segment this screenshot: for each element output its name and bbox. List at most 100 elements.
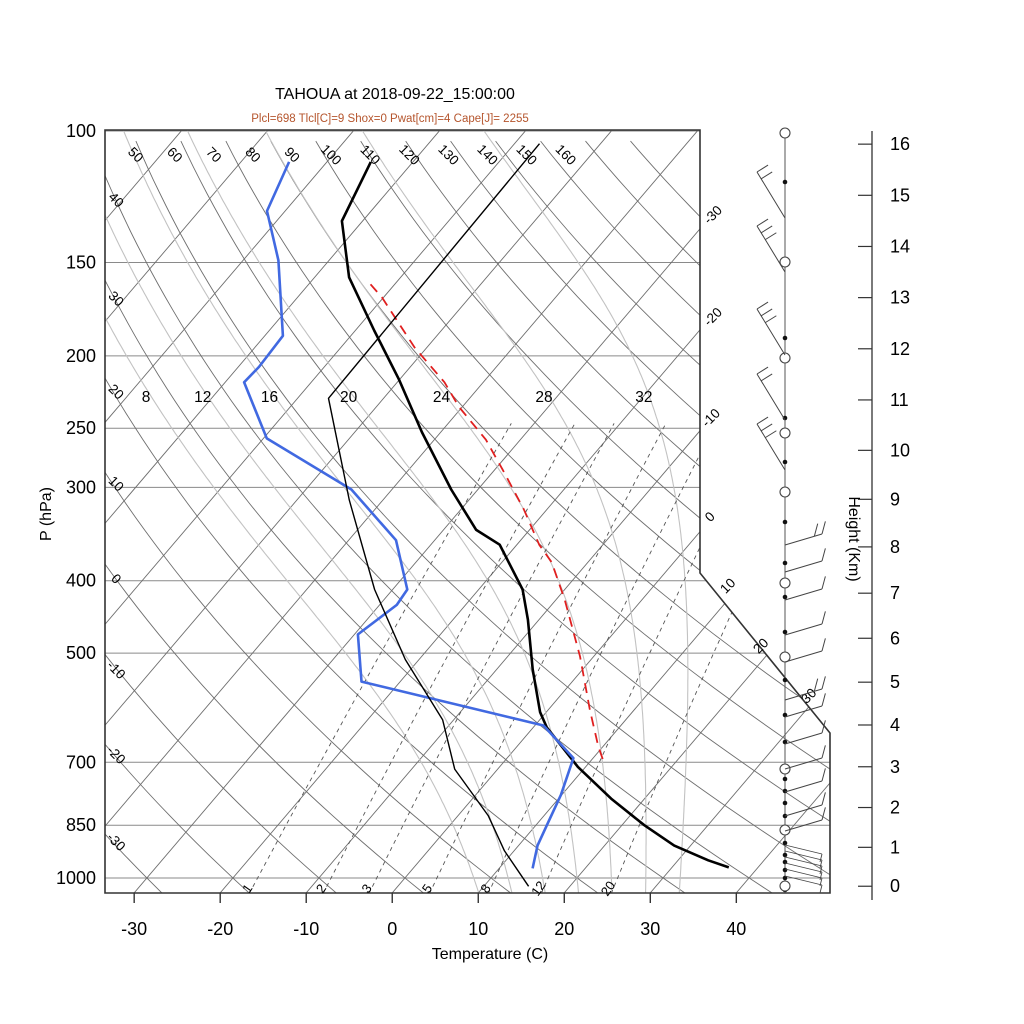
height-tick-label: 3 [890,757,900,777]
isotherm-right-label: -10 [699,406,723,430]
isotherm-line [105,130,526,893]
dry-adiabat-top-label: 130 [435,142,462,169]
dry-adiabat-line [270,140,830,893]
dry-adiabat-line [315,140,830,893]
wind-level-dot [782,677,788,683]
dry-adiabat-left-label: 40 [106,189,127,210]
wind-barb [784,676,826,701]
height-tick-label: 10 [890,440,910,460]
dry-adiabat-left-label: -20 [104,743,128,767]
dry-adiabat-line [105,140,774,893]
moist-adiabat-line [361,130,647,893]
moist-adiabat-label: 16 [261,389,278,406]
temperature-axis-title: Temperature (C) [431,946,549,963]
temperature-tick-label: 10 [468,919,488,939]
temperature-tick-label: -20 [207,919,233,939]
wind-level-dot [782,867,788,873]
wind-level-dot [782,335,788,341]
wind-level-dot [782,875,788,881]
pressure-tick-label: 500 [66,643,96,663]
moist-adiabat-label: 12 [194,389,211,406]
wind-barb [756,218,786,273]
pressure-tick-label: 100 [66,121,96,141]
isotherm-line [105,130,440,893]
dewpoint-curve [242,161,575,869]
isotherm-right-label: -20 [701,305,725,329]
isotherm-line [105,130,612,893]
isotherm-line [105,130,268,893]
wind-barb [784,792,826,817]
pressure-tick-label: 300 [66,477,96,497]
dry-adiabat-line [105,140,600,893]
wind-barb [756,416,786,471]
temperature-tick-label: 20 [554,919,574,939]
dry-adiabat-line [105,140,687,893]
wind-level-dot [782,459,788,465]
height-tick-label: 5 [890,672,900,692]
dry-adiabat-top-label: 120 [396,142,423,169]
wind-level-dot [782,840,788,846]
temperature-tick-label: -10 [293,919,319,939]
dry-adiabat-line [495,140,830,893]
page-title: TAHOUA at 2018-09-22_15:00:00 [275,86,515,103]
wind-barb-cluster-line [784,850,823,869]
mixing-ratio-label: 12 [528,878,549,898]
moist-adiabat-label: 32 [635,389,652,406]
wind-barb [784,638,826,663]
height-tick-label: 16 [890,134,910,154]
mixing-ratio-line [322,423,576,893]
height-tick-label: 4 [890,715,900,735]
dry-adiabat-line [540,140,830,893]
grid-labels: 50 60 70 80 90 100 110 120 130 140 150 160403020100… [104,142,819,899]
wind-level-dot [782,594,788,600]
dry-adiabat-line [135,140,830,893]
isotherm-slant-label: 10 [717,575,738,596]
height-tick-label: 7 [890,583,900,603]
mixing-ratio-line [487,423,717,893]
moist-adiabat-line [187,130,580,893]
wind-barb [784,720,826,745]
dry-adiabat-line [105,140,425,893]
wind-level-dot [782,415,788,421]
pressure-tick-label: 250 [66,418,96,438]
temperature-tick-label: -30 [121,919,147,939]
wind-level-circle [779,127,791,139]
moist-adiabat-line [123,130,546,893]
pressure-tick-label: 150 [66,252,96,272]
wind-barb [784,521,826,546]
wind-level-dot [782,800,788,806]
height-tick-label: 13 [890,288,910,308]
wind-barb-cluster-line [784,844,823,863]
mixing-ratio-label: 20 [598,878,619,898]
pressure-tick-label: 700 [66,752,96,772]
wind-barb [784,768,826,793]
wind-barb [756,366,786,421]
wind-level-circle [779,577,791,589]
moist-adiabat-label: 24 [433,389,451,406]
wind-level-dot [782,776,788,782]
isotherm-line [105,130,182,893]
pressure-axis-title: P (hPa) [38,487,55,541]
pressure-tick-label: 850 [66,815,96,835]
sounding-indices-subtitle: Plcl=698 Tlcl[C]=9 Shox=0 Pwat[cm]=4 Cap… [251,113,529,125]
height-tick-label: 12 [890,339,910,359]
dry-adiabat-top-label: 160 [553,142,580,169]
height-axis-title: Height (Km) [845,496,862,582]
isotherm-right-label: 0 [702,509,718,525]
dry-adiabat-line [360,140,830,893]
dry-adiabat-top-label: 80 [242,144,263,165]
plot-border [104,129,831,894]
isotherm-line [133,130,784,893]
height-tick-label: 2 [890,798,900,818]
dry-adiabat-top-label: 90 [281,144,302,165]
isotherm-line [563,130,830,893]
height-tick-label: 15 [890,185,910,205]
isotherm-slant-label: 30 [798,685,819,706]
sounding-curves [242,143,730,887]
dry-adiabat-line [585,140,830,893]
moist-adiabat-line [483,130,689,893]
dry-adiabat-left-label: 0 [108,571,124,587]
